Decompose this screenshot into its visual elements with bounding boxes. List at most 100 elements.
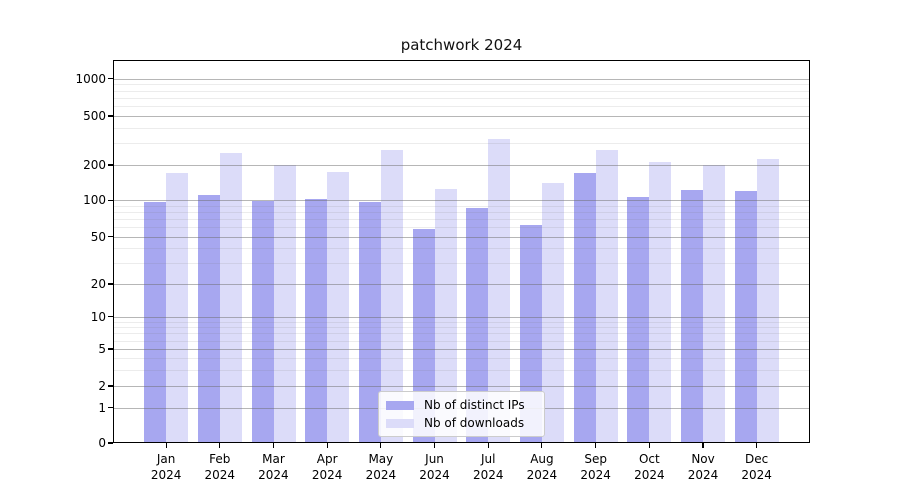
minor-gridline: [113, 340, 810, 342]
legend-item: Nb of distinct IPs: [386, 397, 536, 413]
x-tick-mark: [165, 443, 167, 448]
minor-gridline: [113, 327, 810, 329]
x-tick-label: Mar 2024: [258, 452, 289, 482]
minor-gridline: [113, 106, 810, 108]
minor-gridline: [113, 333, 810, 335]
major-gridline: [113, 116, 810, 117]
y-tick-label: 1: [98, 400, 106, 415]
x-tick-label: Aug 2024: [526, 452, 558, 482]
x-tick-mark: [433, 443, 436, 448]
x-tick-mark: [380, 443, 382, 448]
major-gridline: [113, 349, 810, 350]
x-tick-mark: [272, 443, 275, 448]
x-tick-mark: [702, 443, 704, 448]
bar-downloads-mar: [273, 165, 296, 443]
x-tick-label: Jun 2024: [419, 452, 450, 482]
bar-ips-aug: [519, 224, 542, 443]
minor-gridline: [113, 369, 810, 371]
y-tick-mark: [108, 316, 113, 318]
minor-gridline: [113, 143, 810, 145]
bar-downloads-sep: [595, 150, 618, 443]
bar-ips-jul: [466, 208, 489, 443]
y-tick-label: 5: [98, 342, 106, 356]
y-tick-mark: [108, 115, 113, 117]
bar-ips-oct: [627, 197, 650, 443]
x-tick-mark: [326, 443, 328, 448]
bar-downloads-dec: [756, 159, 779, 443]
minor-gridline: [113, 212, 810, 213]
bar-downloads-jul: [488, 138, 511, 443]
minor-gridline: [113, 127, 810, 129]
bar-ips-jan: [144, 201, 167, 443]
y-tick-label: 10: [90, 309, 106, 324]
legend-swatch: [386, 400, 414, 410]
x-tick-mark: [595, 443, 597, 448]
x-tick-label: Dec 2024: [741, 452, 772, 482]
minor-gridline: [113, 263, 810, 265]
minor-gridline: [113, 205, 810, 207]
y-tick-label: 20: [90, 277, 106, 291]
major-gridline: [113, 316, 810, 318]
major-gridline: [113, 386, 810, 387]
minor-gridline: [113, 84, 810, 86]
y-tick-label: 2: [98, 379, 106, 393]
bar-downloads-apr: [327, 171, 350, 443]
bar-downloads-may: [380, 150, 403, 443]
x-tick-label: Apr 2024: [311, 452, 343, 482]
y-tick-label: 100: [83, 193, 106, 208]
bar-downloads-nov: [703, 164, 725, 443]
y-tick-label: 500: [83, 109, 106, 123]
x-tick-label: Jul 2024: [472, 452, 504, 482]
y-tick-mark: [108, 407, 113, 409]
y-tick-label: 50: [90, 229, 106, 244]
y-tick-mark: [108, 236, 113, 238]
y-tick-mark: [108, 385, 113, 387]
x-tick-label: Sep 2024: [580, 452, 611, 482]
bar-ips-sep: [573, 173, 596, 443]
minor-gridline: [113, 90, 810, 92]
chart-title: patchwork 2024: [400, 36, 523, 54]
bar-downloads-aug: [541, 183, 564, 443]
minor-gridline: [113, 219, 810, 220]
y-tick-label: 1000: [75, 71, 106, 86]
bar-ips-feb: [197, 195, 220, 443]
minor-gridline: [113, 248, 810, 250]
bar-downloads-feb: [219, 153, 242, 443]
major-gridline: [113, 200, 810, 202]
legend-label: Nb of distinct IPs: [424, 398, 525, 412]
y-tick-label: 200: [83, 158, 106, 172]
major-gridline: [113, 78, 810, 80]
bar-ips-mar: [251, 201, 274, 443]
y-tick-mark: [108, 442, 113, 444]
x-tick-mark: [648, 443, 650, 448]
x-tick-label: May 2024: [365, 452, 397, 482]
bar-downloads-jun: [434, 188, 457, 443]
y-tick-label: 0: [98, 436, 106, 450]
minor-gridline: [113, 227, 810, 229]
legend-label: Nb of downloads: [424, 416, 525, 430]
bar-ips-may: [358, 202, 381, 443]
x-tick-label: Feb 2024: [204, 452, 235, 482]
minor-gridline: [113, 97, 810, 99]
y-tick-mark: [108, 283, 113, 285]
bar-downloads-oct: [649, 162, 672, 443]
x-tick-label: Jan 2024: [150, 452, 182, 482]
major-gridline: [113, 284, 810, 285]
x-tick-mark: [756, 443, 758, 448]
bar-downloads-jan: [166, 172, 189, 443]
x-tick-mark: [487, 443, 489, 448]
y-tick-mark: [108, 164, 113, 166]
bar-ips-nov: [681, 190, 703, 443]
major-gridline: [113, 165, 810, 166]
legend: Nb of distinct IPs Nb of downloads: [378, 391, 545, 437]
minor-gridline: [113, 358, 810, 359]
y-tick-mark: [108, 199, 113, 201]
legend-swatch: [386, 418, 414, 428]
legend-item: Nb of downloads: [386, 415, 536, 431]
x-tick-mark: [541, 443, 543, 448]
bar-ips-apr: [305, 198, 328, 443]
